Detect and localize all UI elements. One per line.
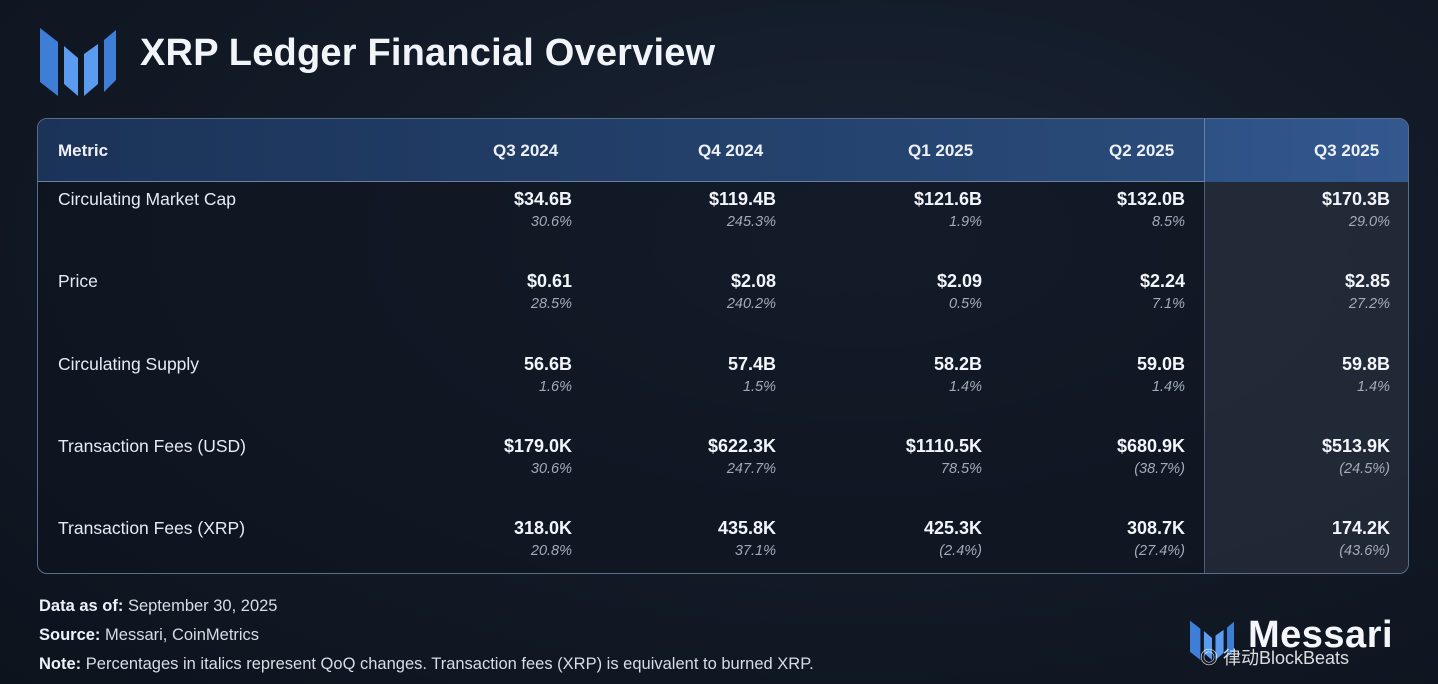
note-line: Note: Percentages in italics represent Q… [39, 655, 814, 674]
source-value: Messari, CoinMetrics [105, 626, 260, 644]
data-as-of-line: Data as of: September 30, 2025 [39, 597, 277, 616]
table-cell: $0.61 28.5% [526, 271, 572, 312]
metric-label: Transaction Fees (USD) [58, 436, 247, 456]
page-title: XRP Ledger Financial Overview [140, 32, 716, 74]
metric-label: Circulating Supply [58, 354, 200, 374]
metric-label: Circulating Market Cap [58, 189, 236, 209]
column-header-q3-2025: Q3 2025 [1314, 141, 1380, 160]
table-cell: $121.6B 1.9% [913, 189, 982, 230]
table-cell: $170.3B 29.0% [1321, 189, 1390, 230]
table-cell: $34.6B 30.6% [513, 189, 572, 230]
messari-brand-logo-icon [1190, 620, 1234, 660]
table-cell: $513.9K (24.5%) [1321, 436, 1390, 477]
table-cell: 425.3K (2.4%) [923, 518, 982, 559]
table-cell: $622.3K 247.7% [707, 436, 776, 477]
messari-logo-icon [40, 28, 116, 96]
table-cell: 59.8B 1.4% [1341, 354, 1390, 395]
note-label: Note: [39, 655, 82, 673]
latest-quarter-column [1204, 119, 1408, 573]
watermark: ◎ 律动BlockBeats [1200, 648, 1350, 668]
financial-table: Metric Q3 2024 Q4 2024 Q1 2025 Q2 2025 Q… [37, 118, 1409, 574]
table-header-row [38, 119, 1408, 182]
source-line: Source: Messari, CoinMetrics [39, 626, 259, 645]
source-label: Source: [39, 626, 101, 644]
column-header-q2-2025: Q2 2025 [1109, 141, 1175, 160]
latest-quarter-header-bg [1204, 119, 1408, 182]
metric-label: Price [58, 271, 98, 291]
table-cell: $132.0B 8.5% [1116, 189, 1185, 230]
brand-name: Messari [1248, 614, 1394, 656]
data-as-of-label: Data as of: [39, 597, 124, 615]
table-cell: $179.0K 30.6% [503, 436, 572, 477]
table-cell: 174.2K (43.6%) [1331, 518, 1390, 559]
table-cell: $680.9K (38.7%) [1116, 436, 1185, 477]
metric-label: Transaction Fees (XRP) [58, 518, 246, 538]
table-cell: $2.24 7.1% [1139, 271, 1185, 312]
table-cell: 57.4B 1.5% [727, 354, 776, 395]
column-header-q3-2024: Q3 2024 [493, 141, 559, 160]
table-cell: $119.4B 245.3% [708, 189, 776, 230]
table-cell: 435.8K 37.1% [717, 518, 776, 559]
table-cell: 59.0B 1.4% [1136, 354, 1185, 395]
table-cell: $2.85 27.2% [1344, 271, 1390, 312]
column-header-metric: Metric [58, 141, 109, 160]
table-cell: $2.08 240.2% [726, 271, 776, 312]
note-value: Percentages in italics represent QoQ cha… [85, 655, 814, 673]
table-cell: $2.09 0.5% [936, 271, 982, 312]
table-cell: $1110.5K 78.5% [905, 436, 982, 477]
table-cell: 58.2B 1.4% [933, 354, 982, 395]
column-header-q4-2024: Q4 2024 [698, 141, 764, 160]
table-cell: 308.7K (27.4%) [1126, 518, 1185, 559]
table-cell: 318.0K 20.8% [513, 518, 572, 559]
table-cell: 56.6B 1.6% [523, 354, 572, 395]
data-as-of-value: September 30, 2025 [127, 597, 278, 615]
column-header-q1-2025: Q1 2025 [908, 141, 974, 160]
